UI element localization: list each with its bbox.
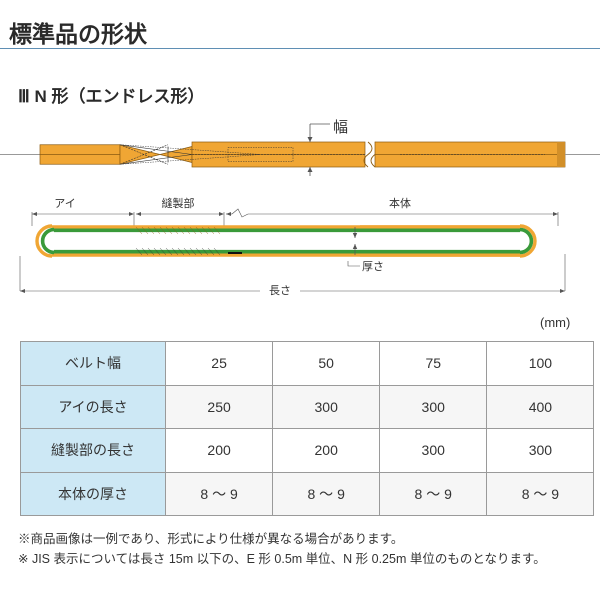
- svg-text:アイ: アイ: [54, 198, 75, 210]
- svg-text:縫製部: 縫製部: [162, 196, 195, 210]
- svg-text:長さ: 長さ: [269, 284, 291, 297]
- svg-text:本体: 本体: [389, 196, 411, 210]
- svg-text:厚さ: 厚さ: [362, 260, 384, 273]
